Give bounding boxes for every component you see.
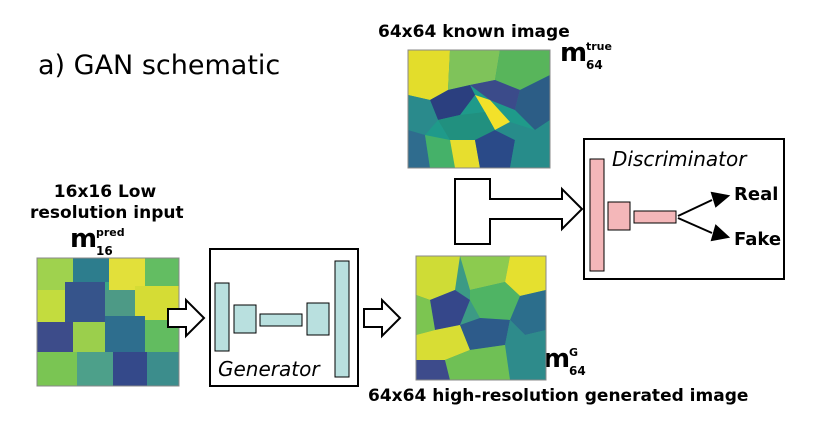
low-res-caption-line1: 16x16 Low [53, 182, 157, 202]
arrow-input-to-generator [167, 297, 206, 339]
known-image [408, 50, 550, 168]
fake-label: Fake [734, 229, 782, 250]
known-image-symbol: m true 64 [560, 38, 612, 72]
diagram-title: a) GAN schematic [38, 50, 281, 81]
low-res-image [37, 258, 179, 386]
known-image-caption: 64x64 known image [378, 22, 570, 42]
discriminator-layers [589, 158, 677, 272]
generated-image [416, 256, 546, 380]
generated-image-symbol: m G 64 [543, 344, 586, 378]
low-res-caption: 16x16 Low resolution input [30, 182, 184, 224]
generator-label: Generator [218, 357, 320, 381]
arrow-images-to-discriminator [454, 178, 584, 245]
low-res-symbol: m pred 16 [70, 224, 125, 258]
discriminator-label: Discriminator [612, 147, 747, 171]
generator-layers [214, 260, 350, 378]
arrow-generator-to-output [363, 297, 402, 339]
generated-image-caption: 64x64 high-resolution generated image [368, 386, 749, 406]
real-fake-arrows [677, 191, 731, 242]
real-label: Real [734, 184, 779, 205]
low-res-caption-line2: resolution input [30, 203, 184, 223]
